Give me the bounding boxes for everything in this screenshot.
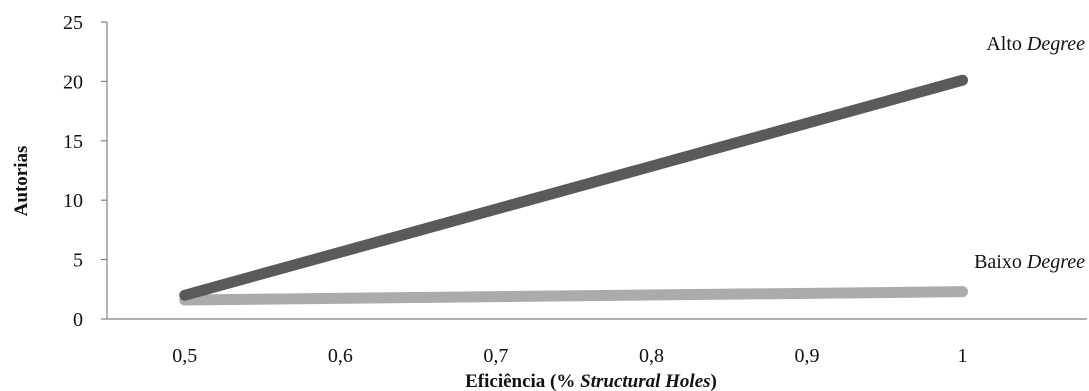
y-tick-label: 0: [73, 309, 83, 331]
x-axis-title-suffix: ): [711, 371, 717, 391]
x-axis-title-emphasis: Structural Holes: [580, 371, 710, 391]
series-label-italic: Degree: [1026, 251, 1085, 273]
y-tick-label: 10: [63, 190, 83, 212]
x-axis-ticks: 0,5 0,6 0,7 0,8 0,9 1: [172, 345, 967, 367]
y-tick-label: 15: [63, 131, 83, 153]
y-tick-label: 25: [63, 12, 83, 34]
x-tick-label: 0,6: [328, 345, 353, 367]
x-tick-label: 1: [958, 345, 968, 367]
axes: [106, 22, 1087, 320]
series-label-plain: Alto: [986, 33, 1027, 55]
series-line-baixo-degree: [179, 286, 969, 306]
series-label-plain: Baixo: [974, 251, 1027, 273]
x-tick-label: 0,7: [483, 345, 508, 367]
series-label-alto-degree: Alto Degree: [986, 33, 1085, 55]
y-axis-title: Autorias: [11, 146, 32, 217]
series-label-baixo-degree: Baixo Degree: [974, 251, 1085, 273]
y-tick-label: 5: [73, 250, 83, 272]
y-tick-label: 20: [63, 71, 83, 93]
x-tick-label: 0,9: [795, 345, 820, 367]
x-tick-label: 0,5: [172, 345, 197, 367]
series-label-italic: Degree: [1026, 33, 1085, 55]
x-axis-title-prefix: Eficiência (%: [465, 371, 580, 391]
series-line-alto-degree: [179, 74, 969, 301]
x-axis-title: Eficiência (% Structural Holes): [465, 371, 717, 391]
series-lines: [179, 74, 969, 306]
x-tick-label: 0,8: [639, 345, 664, 367]
y-axis-ticks: 0 5 10 15 20 25: [63, 12, 107, 331]
